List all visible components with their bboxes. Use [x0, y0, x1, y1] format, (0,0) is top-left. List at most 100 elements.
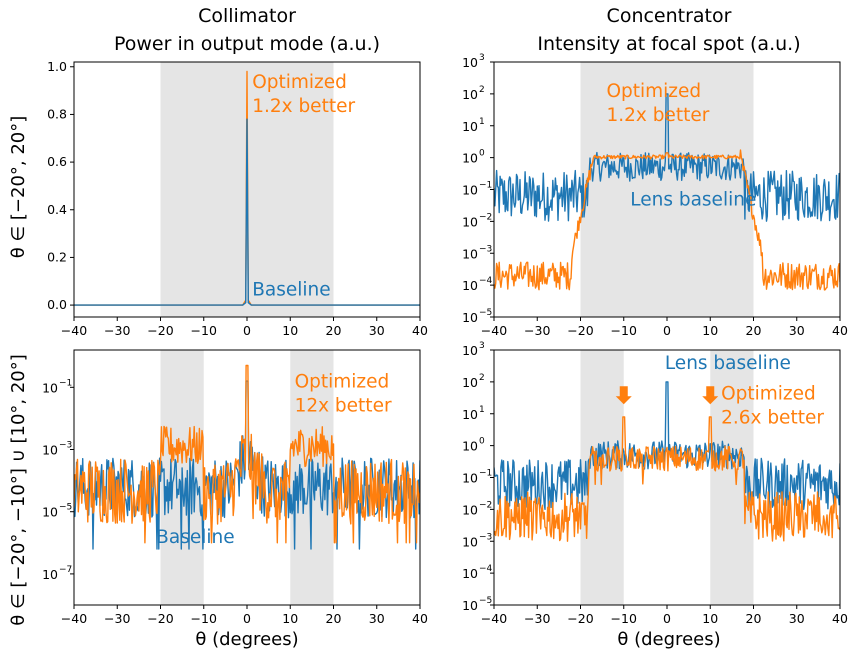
y-tick-label: 10	[462, 598, 478, 613]
x-tick-label: −10	[611, 611, 637, 626]
y-tick-label: 10	[462, 566, 478, 581]
y-tick-label: 10	[462, 183, 478, 198]
series-line-lens-baseline	[494, 381, 840, 510]
series-line-lens-baseline	[494, 93, 840, 222]
y-tick-exponent: 2	[479, 85, 485, 95]
annotation-label: Optimized	[606, 81, 701, 102]
x-tick-label: −30	[524, 611, 550, 626]
x-tick-label: −40	[481, 611, 507, 626]
y-tick-exponent: −5	[59, 503, 72, 513]
y-tick-label: 10	[462, 55, 478, 70]
x-tick-label: 20	[326, 323, 342, 338]
x-tick-label: 0	[243, 323, 251, 338]
x-tick-label: 30	[789, 323, 805, 338]
x-tick-label: 0	[663, 611, 671, 626]
annotation-label: 1.2x better	[252, 96, 355, 117]
y-tick-exponent: −3	[479, 532, 492, 542]
y-tick-exponent: −4	[479, 276, 493, 286]
xlabel-right: θ (degrees)	[617, 629, 720, 650]
y-tick-label: 10	[462, 375, 478, 390]
x-tick-label: −40	[61, 611, 87, 626]
y-tick-label: 10	[42, 505, 58, 520]
x-tick-label: −30	[524, 323, 550, 338]
shaded-range	[580, 62, 754, 317]
y-tick-label: 10	[462, 278, 478, 293]
y-tick-label: 0.4	[47, 202, 67, 217]
x-tick-label: −40	[481, 323, 507, 338]
annotation-label: Lens baseline	[665, 353, 791, 374]
x-tick-label: 20	[746, 323, 762, 338]
subtitle-collimator: Power in output mode (a.u.)	[114, 33, 380, 55]
series-line-optimized	[74, 364, 420, 544]
y-tick-label: 1.0	[47, 59, 67, 74]
annotation-label: 2.6x better	[721, 407, 824, 428]
annotation-label: Baseline	[252, 280, 330, 301]
y-tick-exponent: 0	[479, 437, 485, 447]
y-tick-exponent: −1	[59, 378, 72, 388]
x-tick-label: −20	[147, 323, 173, 338]
x-tick-label: 0	[243, 611, 251, 626]
y-tick-exponent: −4	[479, 564, 493, 574]
x-tick-label: 10	[282, 323, 298, 338]
y-tick-exponent: −3	[59, 441, 72, 451]
x-tick-label: 0	[663, 323, 671, 338]
y-tick-exponent: −2	[479, 500, 492, 510]
row-label-bottom: θ ∈ [−20°, −10°] ∪ [10°, 20°]	[8, 354, 29, 626]
series-line-baseline	[74, 380, 420, 550]
x-tick-label: 20	[746, 611, 762, 626]
x-tick-label: 40	[832, 323, 848, 338]
y-tick-label: 10	[462, 246, 478, 261]
y-tick-label: 10	[462, 407, 478, 422]
x-tick-label: 20	[326, 611, 342, 626]
y-tick-exponent: −3	[479, 244, 492, 254]
y-tick-label: 0.0	[47, 297, 67, 312]
row-label-top: θ ∈ [−20°, 20°]	[8, 116, 29, 259]
x-tick-label: 30	[789, 611, 805, 626]
title-concentrator: Concentrator	[607, 5, 732, 27]
x-tick-label: 30	[369, 611, 385, 626]
x-tick-label: −40	[61, 323, 87, 338]
x-tick-label: −10	[191, 611, 217, 626]
y-tick-exponent: −1	[479, 469, 492, 479]
y-tick-label: 10	[42, 380, 58, 395]
series-line-optimized	[494, 149, 840, 291]
x-tick-label: −20	[147, 611, 173, 626]
annotation-label: 12x better	[295, 395, 392, 416]
annotation-label: Optimized	[721, 383, 816, 404]
y-tick-exponent: 2	[479, 373, 485, 383]
x-tick-label: −20	[567, 323, 593, 338]
y-tick-label: 10	[462, 471, 478, 486]
title-collimator: Collimator	[198, 5, 296, 27]
x-tick-label: 10	[702, 323, 718, 338]
x-tick-label: −30	[104, 611, 130, 626]
series-line-optimized	[494, 416, 840, 542]
annotation-label: Lens baseline	[630, 189, 756, 210]
x-tick-label: 10	[282, 611, 298, 626]
y-tick-exponent: 1	[479, 117, 485, 127]
y-tick-label: 10	[462, 310, 478, 325]
x-tick-label: 40	[832, 611, 848, 626]
y-tick-exponent: 3	[479, 53, 485, 63]
x-tick-label: −20	[567, 611, 593, 626]
x-tick-label: 10	[702, 611, 718, 626]
y-tick-exponent: −2	[479, 212, 492, 222]
xlabel-left: θ (degrees)	[195, 629, 298, 650]
y-tick-label: 10	[42, 567, 58, 582]
peak-arrow-icon	[702, 386, 719, 405]
y-tick-exponent: −5	[479, 308, 492, 318]
y-tick-label: 10	[462, 119, 478, 134]
y-tick-label: 10	[462, 534, 478, 549]
y-tick-exponent: −7	[59, 565, 72, 575]
annotation-label: 1.2x better	[606, 105, 709, 126]
x-tick-label: −30	[104, 323, 130, 338]
peak-arrow-icon	[615, 386, 632, 405]
y-tick-exponent: 0	[479, 149, 485, 159]
subtitle-concentrator: Intensity at focal spot (a.u.)	[537, 33, 800, 55]
annotation-label: Optimized	[295, 371, 390, 392]
y-tick-label: 10	[462, 214, 478, 229]
y-tick-exponent: −5	[479, 596, 492, 606]
annotation-label: Optimized	[252, 72, 347, 93]
y-tick-label: 10	[462, 502, 478, 517]
